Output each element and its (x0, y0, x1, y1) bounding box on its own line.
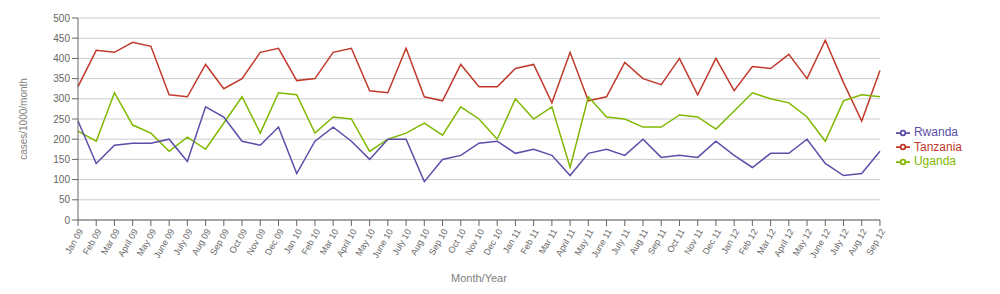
svg-text:200: 200 (53, 134, 70, 145)
html-text:Tanzania: Tanzania (914, 139, 962, 154)
svg-text:400: 400 (53, 53, 70, 64)
svg-text:July 11: July 11 (609, 227, 633, 257)
svg-text:Dec 10: Dec 10 (482, 227, 505, 257)
svg-text:250: 250 (53, 114, 70, 125)
svg-text:April 09: April 09 (116, 227, 140, 259)
svg-text:350: 350 (53, 73, 70, 84)
svg-text:Mar 10: Mar 10 (317, 227, 341, 257)
svg-text:July 12: July 12 (827, 227, 851, 257)
svg-text:300: 300 (53, 93, 70, 104)
svg-text:Nov 10: Nov 10 (463, 227, 487, 257)
svg-text:Dec 09: Dec 09 (263, 227, 286, 257)
svg-text:450: 450 (53, 33, 70, 44)
svg-text:Jan 12: Jan 12 (719, 227, 742, 256)
svg-text:Feb 09: Feb 09 (80, 227, 104, 257)
html-text:Uganda: Uganda (914, 154, 956, 169)
svg-text:Jan 10: Jan 10 (281, 227, 304, 256)
svg-text:May 12: May 12 (790, 227, 815, 258)
html-text:Rwanda: Rwanda (914, 124, 958, 139)
svg-text:April 10: April 10 (334, 227, 359, 259)
svg-text:Month/Year: Month/Year (451, 272, 507, 284)
svg-text:Oct 11: Oct 11 (665, 227, 687, 255)
svg-text:Feb 10: Feb 10 (299, 227, 323, 257)
svg-text:July 09: July 09 (171, 227, 195, 257)
svg-text:Mar 09: Mar 09 (99, 227, 122, 257)
svg-text:100: 100 (53, 174, 70, 185)
svg-text:Mar 11: Mar 11 (536, 227, 560, 256)
svg-text:500: 500 (53, 13, 70, 24)
svg-text:May 09: May 09 (134, 227, 159, 258)
svg-text:Jan 09: Jan 09 (63, 227, 86, 256)
svg-text:May 11: May 11 (572, 227, 596, 258)
svg-text:50: 50 (59, 194, 71, 205)
svg-text:Oct 10: Oct 10 (446, 227, 468, 256)
svg-text:Jan 11: Jan 11 (500, 227, 523, 255)
svg-text:April 12: April 12 (772, 227, 797, 259)
svg-text:0: 0 (64, 215, 70, 226)
svg-text:Aug 11: Aug 11 (627, 227, 651, 257)
svg-text:Aug 10: Aug 10 (408, 227, 432, 257)
svg-text:cases/1000/month: cases/1000/month (18, 78, 29, 160)
svg-text:June 11: June 11 (589, 227, 613, 259)
svg-text:Dec 11: Dec 11 (700, 227, 724, 257)
svg-text:Mar 12: Mar 12 (755, 227, 778, 257)
svg-text:July 10: July 10 (390, 227, 414, 257)
svg-text:Aug 12: Aug 12 (846, 227, 869, 257)
svg-text:June 12: June 12 (808, 227, 833, 260)
svg-text:May 10: May 10 (353, 227, 377, 258)
svg-text:150: 150 (53, 154, 70, 165)
svg-text:Sep 12: Sep 12 (864, 227, 887, 257)
svg-text:June 10: June 10 (370, 227, 395, 260)
svg-text:Sep 10: Sep 10 (427, 227, 450, 257)
svg-text:Sep 11: Sep 11 (646, 227, 669, 256)
svg-text:Feb 12: Feb 12 (737, 227, 760, 257)
svg-text:Oct 09: Oct 09 (227, 227, 250, 256)
svg-text:Nov 09: Nov 09 (244, 227, 268, 257)
svg-text:June 09: June 09 (152, 227, 177, 260)
svg-text:Feb 11: Feb 11 (518, 227, 541, 256)
svg-text:Nov 11: Nov 11 (682, 227, 705, 257)
svg-text:Aug 09: Aug 09 (189, 227, 213, 257)
svg-text:April 11: April 11 (553, 227, 578, 259)
svg-text:Sep 09: Sep 09 (208, 227, 231, 257)
